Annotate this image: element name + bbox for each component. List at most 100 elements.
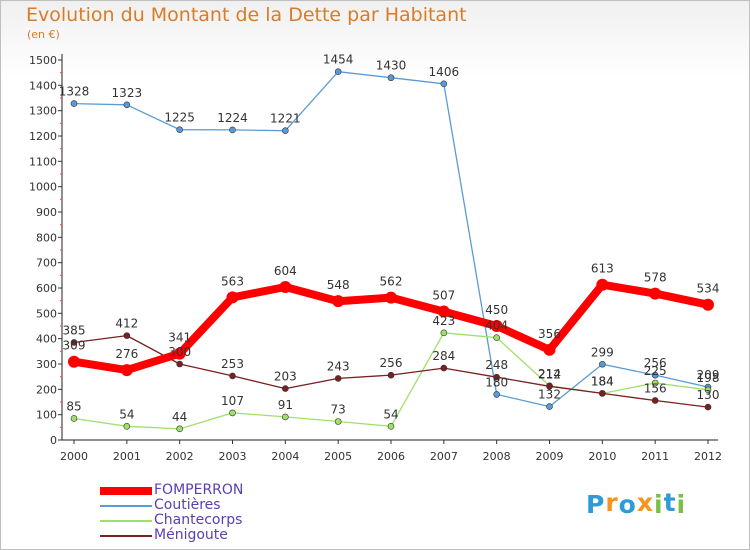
data-label-3: 203: [274, 370, 297, 384]
data-point-0: [173, 347, 186, 360]
data-label-1: 299: [591, 345, 614, 359]
y-tick-label: 0: [50, 434, 57, 447]
y-tick-label: 100: [36, 409, 57, 422]
data-label-2: 184: [591, 374, 614, 388]
data-label-3: 248: [485, 358, 508, 372]
x-tick-label: 2008: [483, 450, 511, 463]
data-point-3: [546, 382, 553, 390]
data-point-3: [704, 403, 712, 411]
data-label-1: 1225: [164, 111, 195, 125]
data-label-2: 214: [538, 367, 561, 381]
data-point-0: [385, 291, 397, 304]
logo-letter: t: [663, 488, 677, 517]
x-tick-label: 2002: [166, 450, 194, 463]
data-label-3: 156: [644, 381, 667, 395]
y-tick-label: 1100: [29, 155, 57, 168]
data-point-1: [123, 101, 131, 109]
data-label-2: 54: [383, 407, 398, 421]
data-point-0: [543, 343, 556, 356]
y-tick-label: 900: [36, 206, 57, 219]
data-point-1: [440, 80, 448, 88]
data-point-3: [70, 339, 78, 346]
data-label-0: 341: [168, 331, 191, 345]
y-tick-label: 800: [36, 231, 57, 244]
y-tick-label: 200: [36, 383, 57, 396]
x-tick-label: 2012: [694, 450, 722, 463]
y-tick-label: 1400: [29, 79, 57, 92]
data-label-0: 563: [221, 274, 244, 288]
data-label-0: 534: [697, 282, 720, 296]
data-point-2: [123, 423, 131, 430]
y-tick-label: 300: [36, 358, 57, 371]
x-tick-labels: 2000 2001 2002 2003 2004 2005 2006 2007 2008 2009…: [60, 450, 722, 463]
data-label-2: 225: [644, 364, 667, 378]
data-point-2: [651, 379, 659, 387]
x-tick-label: 2004: [271, 450, 299, 463]
data-label-1: 1221: [270, 112, 301, 126]
y-tick-label: 1200: [29, 130, 57, 143]
logo-letter: x: [636, 488, 654, 517]
data-point-0: [68, 355, 80, 368]
data-point-3: [282, 385, 289, 392]
chart-title: Evolution du Montant de la Dette par Hab…: [26, 4, 467, 26]
data-point-0: [120, 364, 133, 377]
data-label-3: 284: [432, 349, 455, 363]
data-point-2: [387, 423, 395, 430]
legend-label: Ménigoute: [154, 527, 228, 543]
chart-axes: [58, 54, 718, 444]
data-point-0: [437, 305, 450, 318]
y-tick-labels: 0 100 200 300 400 500 600 700 800 900 1000 1100 1200…: [29, 54, 57, 447]
data-point-2: [440, 329, 448, 337]
data-point-1: [70, 100, 78, 107]
data-label-0: 309: [63, 339, 86, 353]
data-point-3: [123, 332, 131, 339]
data-label-0: 548: [327, 278, 350, 292]
data-label-1: 1328: [59, 85, 90, 99]
data-point-1: [599, 360, 606, 368]
data-label-0: 356: [538, 327, 561, 341]
data-point-3: [599, 390, 606, 397]
data-point-3: [229, 372, 236, 380]
data-point-0: [279, 280, 292, 293]
data-label-2: 107: [221, 394, 244, 408]
data-point-0: [490, 320, 503, 332]
data-label-2: 54: [119, 407, 134, 421]
data-point-0: [702, 298, 714, 311]
logo-letter: r: [605, 488, 619, 517]
y-tick-label: 600: [36, 282, 57, 295]
proxiti-logo: Proxiti: [586, 488, 686, 519]
data-label-0: 604: [274, 264, 297, 278]
data-point-2: [493, 334, 500, 341]
data-point-1: [334, 68, 342, 75]
chart-unit-label: (en €): [27, 28, 60, 41]
data-point-3: [176, 360, 183, 368]
x-tick-label: 2011: [641, 450, 669, 463]
legend-swatch: [100, 505, 152, 507]
legend-swatch: [100, 535, 152, 537]
data-label-3: 300: [168, 345, 191, 359]
data-point-2: [229, 409, 236, 417]
x-tick-label: 2007: [430, 450, 458, 463]
data-label-0: 276: [115, 347, 138, 361]
data-label-2: 44: [172, 410, 187, 424]
x-tick-label: 2010: [588, 450, 616, 463]
data-label-3: 253: [221, 357, 244, 371]
x-tick-label: 2005: [324, 450, 352, 463]
logo-letter: o: [618, 490, 637, 519]
data-label-2: 198: [697, 371, 720, 385]
data-point-2: [704, 386, 712, 394]
legend-swatch: [100, 520, 152, 522]
data-point-3: [651, 397, 659, 404]
data-label-2: 404: [485, 319, 508, 333]
data-label-3: 184: [591, 374, 614, 388]
x-tick-label: 2009: [536, 450, 564, 463]
data-label-1: 256: [644, 356, 667, 370]
data-point-1: [493, 391, 500, 398]
logo-letter: P: [586, 490, 606, 519]
data-point-1: [387, 74, 395, 82]
x-tick-label: 2001: [113, 450, 141, 463]
data-point-2: [282, 413, 289, 421]
data-label-3: 243: [327, 359, 350, 373]
data-label-3: 212: [538, 367, 561, 381]
data-label-0: 450: [485, 303, 508, 317]
